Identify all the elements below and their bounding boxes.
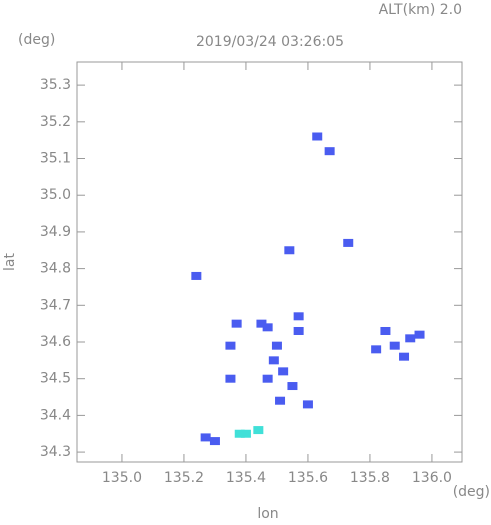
echo — [262, 323, 273, 332]
y-tick-label: 34.5 — [40, 371, 71, 387]
echo — [343, 238, 354, 247]
echo — [312, 132, 323, 141]
subtitle: ALT(km) 2.0 — [379, 2, 462, 18]
echo — [284, 246, 295, 255]
x-tick-label: 135.8 — [350, 470, 390, 486]
y-tick-label: 34.9 — [40, 224, 71, 240]
echo — [324, 147, 335, 156]
echo — [293, 326, 304, 335]
echo — [414, 330, 425, 339]
x-tick-label: 135.2 — [164, 470, 204, 486]
echo — [240, 429, 251, 438]
echo — [287, 382, 298, 391]
x-tick-label: 135.4 — [226, 470, 266, 486]
echo — [405, 334, 416, 343]
y-tick-label: 35.3 — [40, 77, 71, 93]
echo — [253, 426, 264, 435]
echo — [302, 400, 313, 409]
echo — [389, 341, 400, 350]
y-unit: (deg) — [18, 32, 55, 48]
echo — [256, 319, 267, 328]
echo — [371, 345, 382, 354]
echo — [262, 374, 273, 383]
plot-frame — [76, 61, 463, 463]
y-axis-label: lat — [2, 253, 18, 271]
x-tick-label: 136.0 — [412, 470, 452, 486]
echo — [191, 271, 202, 280]
echo — [278, 367, 289, 376]
echo — [271, 341, 282, 350]
y-tick-label: 34.4 — [40, 407, 71, 423]
echo — [200, 433, 211, 442]
chart-title: 2019/03/24 03:26:05 — [196, 34, 344, 50]
echo — [225, 374, 236, 383]
y-tick-label: 35.1 — [40, 151, 71, 167]
y-tick-label: 34.3 — [40, 444, 71, 460]
y-tick-label: 34.8 — [40, 261, 71, 277]
y-tick-label: 35.0 — [40, 187, 71, 203]
echo — [225, 341, 236, 350]
x-unit: (deg) — [453, 484, 490, 500]
x-axis-label: lon — [257, 506, 278, 521]
echo — [209, 437, 220, 446]
x-tick-label: 135.0 — [102, 470, 142, 486]
y-tick-label: 35.2 — [40, 114, 71, 130]
echo — [293, 312, 304, 321]
y-tick-label: 34.7 — [40, 297, 71, 313]
echo — [275, 396, 286, 405]
y-tick-label: 34.6 — [40, 334, 71, 350]
echo — [399, 352, 410, 361]
x-tick-label: 135.6 — [288, 470, 328, 486]
echo — [268, 356, 279, 365]
echo — [234, 429, 245, 438]
echo — [231, 319, 242, 328]
echo — [380, 326, 391, 335]
